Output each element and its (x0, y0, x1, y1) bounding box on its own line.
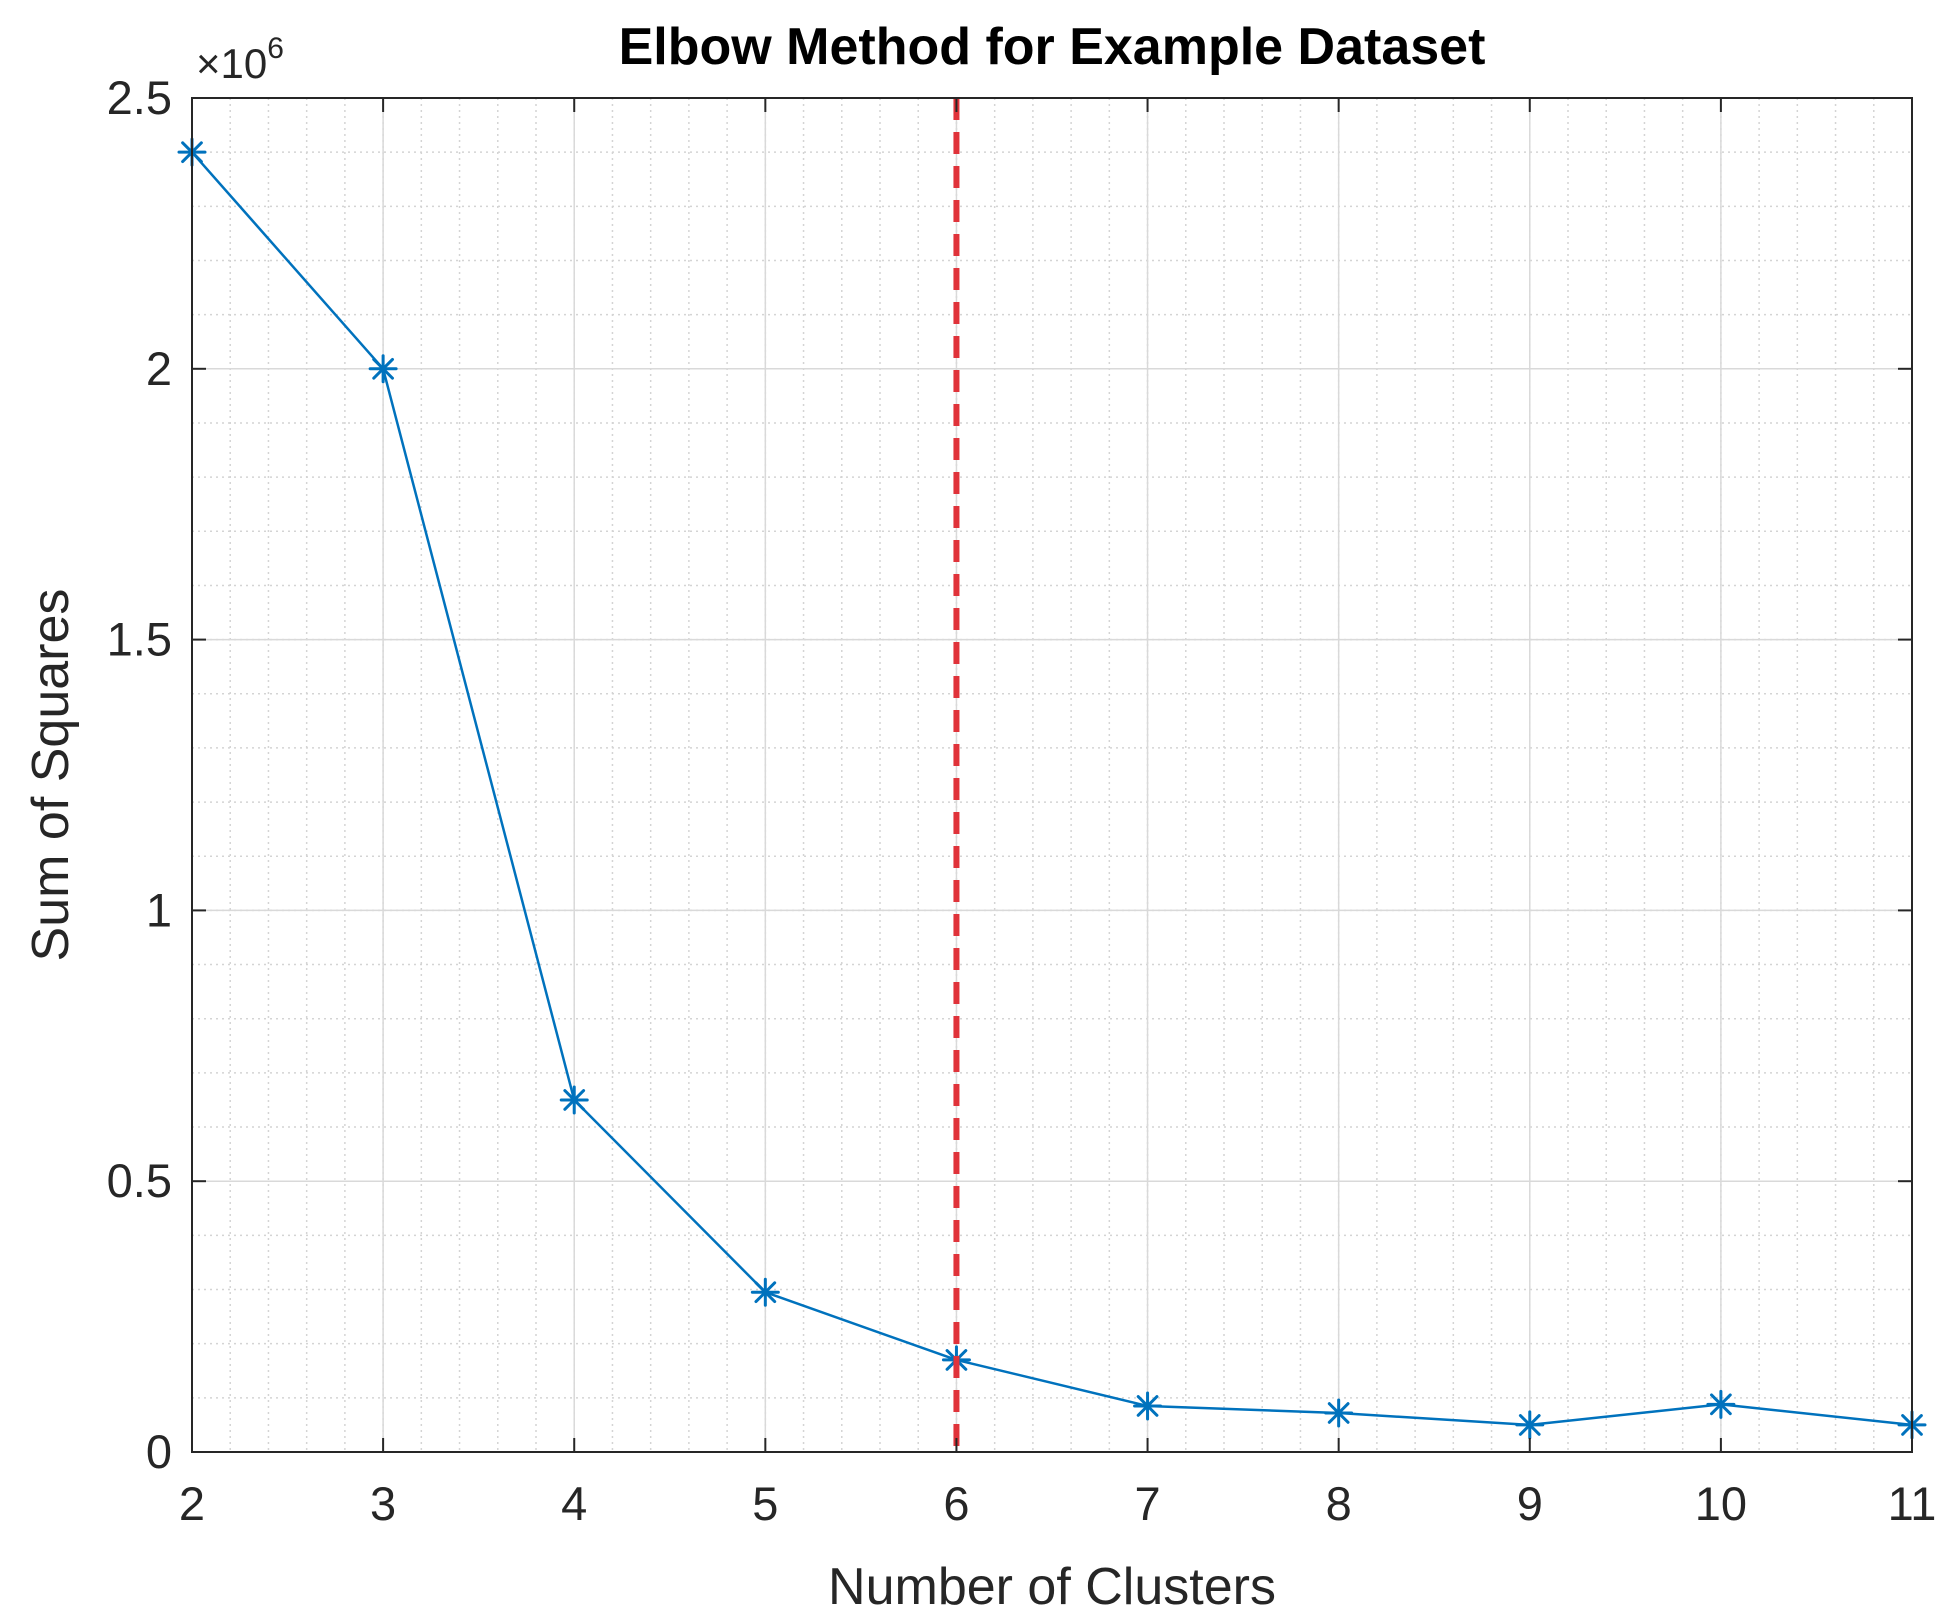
axes-box (191, 97, 1913, 1453)
y-exponent-power: 6 (267, 32, 284, 65)
y-tick-label: 2.5 (107, 71, 172, 124)
x-tick-label: 7 (1134, 1477, 1160, 1530)
x-tick-label: 2 (179, 1477, 205, 1530)
y-tick-label: 0 (146, 1425, 172, 1478)
data-point (1324, 1398, 1354, 1428)
tick-labels: 2 3 4 5 6 7 8 9 10 11 0 0.5 1 1.5 2 2.5 (107, 71, 1937, 1530)
data-point-marker-stroke (563, 1089, 586, 1111)
x-tick-label: 9 (1517, 1477, 1543, 1530)
axes-frame (191, 97, 1913, 1453)
data-point-marker-stroke (1136, 1395, 1159, 1417)
data-point (559, 1085, 589, 1115)
series-line (191, 151, 1913, 1427)
data-layer (177, 137, 1927, 1440)
x-tick-label: 5 (752, 1477, 778, 1530)
x-tick-label: 3 (370, 1477, 396, 1530)
data-point-marker-stroke (1327, 1402, 1350, 1424)
x-axis-label: Number of Clusters (828, 1558, 1276, 1616)
y-exponent-base: ×10 (196, 40, 267, 87)
x-tick-label: 4 (561, 1477, 587, 1530)
data-point (368, 354, 398, 384)
y-tick-label: 2 (146, 342, 172, 395)
data-point-marker-stroke (1518, 1414, 1541, 1436)
y-axis-label: Sum of Squares (22, 589, 80, 962)
data-point (750, 1277, 780, 1307)
data-point-marker-stroke (754, 1281, 777, 1304)
y-tick-label: 0.5 (107, 1154, 172, 1207)
y-tick-label: 1.5 (107, 613, 172, 666)
y-exponent-label: ×106 (196, 32, 284, 87)
x-tick-label: 10 (1695, 1477, 1747, 1530)
x-tick-label: 11 (1888, 1477, 1937, 1530)
y-tick-label: 1 (146, 883, 172, 936)
data-point (1515, 1410, 1545, 1440)
x-tick-label: 8 (1326, 1477, 1352, 1530)
data-point (1133, 1391, 1163, 1421)
x-tick-label: 6 (943, 1477, 969, 1530)
data-point-marker-stroke (1710, 1393, 1732, 1416)
chart-title: Elbow Method for Example Dataset (619, 18, 1486, 76)
data-point-marker-stroke (372, 357, 394, 380)
data-point (1706, 1389, 1736, 1419)
